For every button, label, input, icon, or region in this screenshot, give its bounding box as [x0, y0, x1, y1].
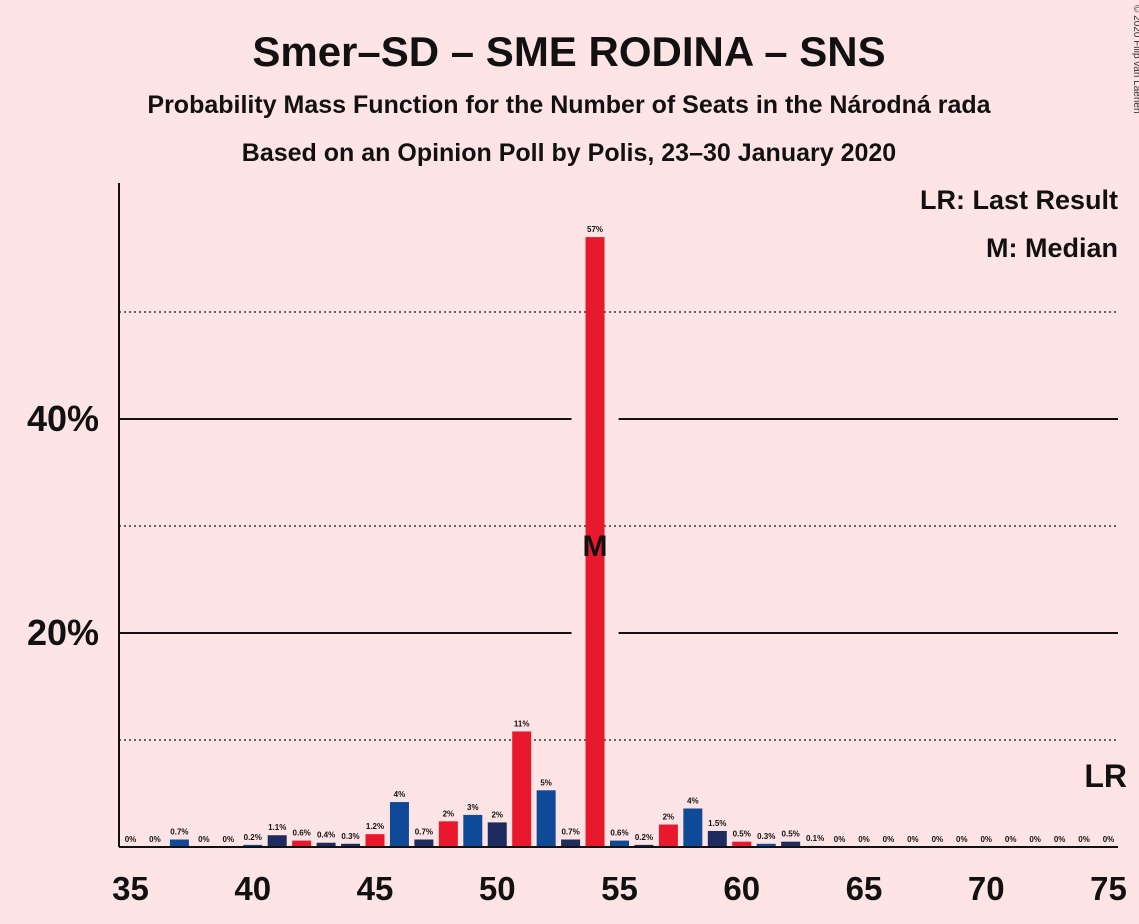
- bar-seat-62: [781, 841, 801, 847]
- legend-last-result: LR: Last Result: [920, 185, 1118, 215]
- bar-seat-57: [658, 824, 678, 847]
- bar-label: 0.4%: [317, 831, 335, 840]
- bar-seat-58: [683, 808, 703, 847]
- bar-label: 0%: [858, 835, 870, 844]
- bar-seat-42: [292, 840, 312, 847]
- bar-label: 0%: [1103, 835, 1115, 844]
- bar-label: 0.3%: [757, 832, 775, 841]
- bar-label: 0.6%: [610, 829, 628, 838]
- bar-label: 5%: [540, 778, 552, 787]
- bar-seat-50: [487, 822, 507, 847]
- bar-label: 0%: [1005, 835, 1017, 844]
- x-tick-label: 50: [479, 870, 516, 907]
- bar-label: 0%: [980, 835, 992, 844]
- bar-label: 0%: [956, 835, 968, 844]
- bar-seat-37: [169, 839, 189, 847]
- bar-seat-61: [756, 843, 776, 847]
- bar-label: 0.2%: [244, 833, 262, 842]
- last-result-marker: LR: [1084, 758, 1127, 794]
- bar-seat-53: [561, 839, 581, 847]
- bar-label: 0.7%: [415, 828, 433, 837]
- bar-label: 0%: [1054, 835, 1066, 844]
- bar-label: 0.6%: [293, 829, 311, 838]
- bar-label: 57%: [587, 225, 603, 234]
- y-tick-label: 20%: [27, 612, 99, 653]
- bar-label: 1.1%: [268, 823, 286, 832]
- x-tick-label: 35: [112, 870, 149, 907]
- bar-seat-44: [341, 843, 361, 847]
- chart-subtitle: Probability Mass Function for the Number…: [147, 91, 991, 119]
- bar-seat-59: [707, 830, 727, 847]
- chart-subtitle-poll: Based on an Opinion Poll by Polis, 23–30…: [242, 139, 896, 167]
- bar-label: 4%: [687, 796, 699, 805]
- x-tick-label: 55: [601, 870, 638, 907]
- x-tick-labels: 35 40 45 50 55 60 65 70 75: [112, 870, 1127, 907]
- bar-labels-group: 0% 0% 0.7% 0% 0% 0.2% 1.1% 0.6% 0.4% 0.3% 1.2% 4% 0.…: [125, 225, 1115, 844]
- bar-label: 0%: [907, 835, 919, 844]
- bars-group: [169, 237, 825, 848]
- bar-seat-45: [365, 834, 385, 847]
- bar-label: 2%: [491, 810, 503, 819]
- bar-label: 0%: [149, 835, 161, 844]
- bar-seat-51: [512, 731, 532, 847]
- bar-seat-54: [585, 237, 605, 848]
- bar-label: 0.1%: [806, 834, 824, 843]
- copyright-notice: © 2020 Filip van Laenen: [1131, 5, 1139, 114]
- bar-seat-47: [414, 839, 434, 847]
- y-tick-label: 40%: [27, 398, 99, 439]
- y-tick-labels: 20% 40%: [27, 398, 99, 653]
- bar-label: 0.3%: [341, 832, 359, 841]
- bar-label: 4%: [394, 790, 406, 799]
- bar-seat-56: [634, 844, 654, 847]
- bar-label: 0%: [198, 835, 210, 844]
- chart-title: Smer–SD – SME RODINA – SNS: [252, 28, 885, 75]
- bar-label: 0%: [223, 835, 235, 844]
- bar-label: 0%: [125, 835, 137, 844]
- x-tick-label: 75: [1090, 870, 1127, 907]
- bar-label: 2%: [663, 813, 675, 822]
- x-tick-label: 60: [723, 870, 760, 907]
- bar-seat-52: [536, 790, 556, 847]
- bar-label: 0%: [1078, 835, 1090, 844]
- bar-label: 0%: [932, 835, 944, 844]
- bar-seat-41: [267, 835, 287, 847]
- bar-label: 0.2%: [635, 833, 653, 842]
- bar-label: 0.5%: [733, 830, 751, 839]
- bar-label: 1.2%: [366, 822, 384, 831]
- bar-seat-40: [243, 844, 263, 847]
- bar-label: 1.5%: [708, 819, 726, 828]
- bar-label: 0.7%: [561, 828, 579, 837]
- bar-label: 0.5%: [782, 830, 800, 839]
- bar-label: 3%: [467, 803, 479, 812]
- bar-label: 0%: [1029, 835, 1041, 844]
- gridlines: [119, 311, 1118, 741]
- x-tick-label: 40: [234, 870, 271, 907]
- median-marker: M: [583, 530, 608, 563]
- bar-label: 2%: [443, 809, 455, 818]
- bar-seat-55: [610, 840, 629, 847]
- bar-label: 11%: [514, 719, 530, 728]
- bar-label: 0.7%: [170, 828, 188, 837]
- bar-seat-43: [316, 842, 336, 847]
- bar-seat-49: [463, 814, 483, 847]
- x-tick-label: 65: [846, 870, 883, 907]
- bar-seat-60: [732, 841, 752, 847]
- legend-median: M: Median: [986, 233, 1118, 263]
- x-tick-label: 70: [968, 870, 1005, 907]
- bar-label: 0%: [883, 835, 895, 844]
- bar-seat-46: [389, 802, 409, 847]
- x-tick-label: 45: [357, 870, 394, 907]
- bar-seat-48: [438, 821, 458, 847]
- bar-label: 0%: [834, 835, 846, 844]
